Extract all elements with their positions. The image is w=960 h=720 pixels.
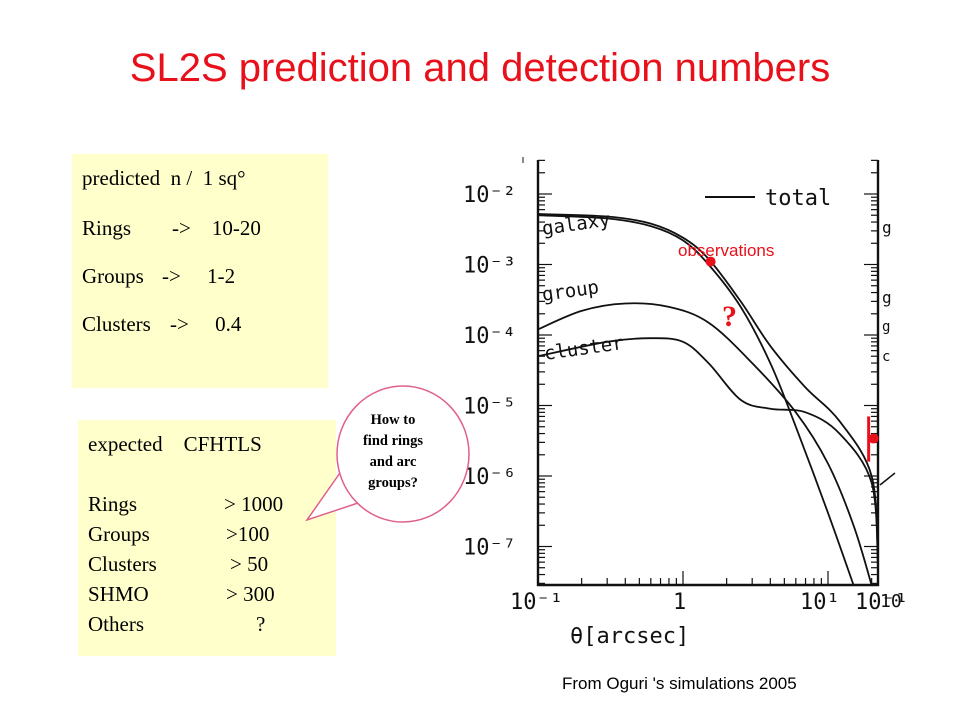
row-label: Clusters	[82, 312, 151, 336]
y-tick-label: 10⁻⁵	[463, 395, 516, 420]
x-tick-label: 10⁻¹	[510, 590, 563, 615]
speech-bubble-body	[336, 385, 470, 523]
callout-text: How to find rings and arc groups?	[345, 410, 441, 494]
predicted-row-rings: Rings -> 10-20	[82, 216, 261, 241]
callout-line: groups?	[368, 475, 418, 491]
legend: total	[705, 186, 831, 211]
slide-title: SL2S prediction and detection numbers	[129, 46, 831, 90]
series-line-galaxy	[537, 214, 855, 586]
row-value: -> 10-20	[172, 216, 261, 240]
axes-frame	[536, 160, 880, 587]
y-tick-label: 10⁻²	[463, 183, 516, 208]
expected-box: expected CFHTLS Rings > 1000 Groups >100 C…	[78, 420, 336, 656]
row-value: ?	[256, 612, 266, 636]
observations-label: observations	[678, 241, 775, 260]
callout-line: and arc	[369, 454, 417, 470]
svg-text:g: g	[882, 288, 892, 307]
x-tick-label: 10⁻¹	[855, 590, 905, 615]
credit-text: From Oguri 's simulations 2005	[562, 674, 797, 693]
row-label: Clusters	[88, 552, 157, 576]
x-axis-label: θ[arcsec]	[570, 624, 689, 649]
row-label: Rings	[82, 216, 132, 240]
y-tick-label: 10⁻⁴	[463, 324, 516, 349]
speech-bubble	[305, 385, 470, 523]
observation-point	[868, 433, 879, 444]
y-tick-labels: 10⁻² 10⁻³ 10⁻⁴ 10⁻⁵ 10⁻⁶ 10⁻⁷	[463, 183, 516, 561]
row-label: Groups	[88, 522, 150, 546]
x-tick-labels: 10⁻¹ 1 10¹ 10⁻¹	[510, 590, 905, 615]
svg-text:g: g	[882, 218, 892, 237]
expected-row-others: Others?	[88, 612, 265, 637]
callout-line: How to	[370, 412, 416, 428]
row-value: >100	[226, 522, 270, 546]
svg-text:10: 10	[880, 591, 902, 612]
expected-row-shmo: SHMO > 300	[88, 582, 275, 607]
predicted-row-clusters: Clusters -> 0.4	[82, 312, 241, 337]
row-value: -> 0.4	[170, 312, 242, 336]
observations	[705, 256, 879, 462]
row-value: > 300	[226, 582, 275, 606]
legend-label: total	[765, 186, 831, 211]
svg-text:c: c	[882, 349, 890, 365]
predicted-box: predicted n / 1 sq° Rings -> 10-20 Groups…	[72, 154, 328, 388]
predicted-header: predicted n / 1 sq°	[82, 166, 246, 190]
plot-frame	[522, 157, 880, 587]
expected-row-rings: Rings > 1000	[88, 492, 283, 517]
question-mark: ?	[722, 300, 737, 333]
row-value: -> 1-2	[162, 264, 236, 288]
expected-header: expected CFHTLS	[88, 432, 262, 456]
predicted-row-groups: Groups -> 1-2	[82, 264, 235, 289]
row-value: > 1000	[224, 492, 284, 516]
observation-point	[705, 256, 716, 267]
row-label: Others	[88, 612, 144, 636]
y-tick-label: 10⁻⁶	[463, 465, 516, 490]
row-value: > 50	[230, 552, 269, 576]
row-label: Rings	[88, 492, 138, 516]
x-tick-label: 1	[673, 590, 686, 615]
curves	[537, 213, 879, 586]
series-line-cluster	[537, 337, 879, 568]
row-label: SHMO	[88, 582, 149, 606]
axis-ticks	[537, 159, 878, 585]
callout-line: find rings	[362, 433, 424, 449]
svg-text:g: g	[882, 319, 890, 335]
series-line-group	[537, 302, 873, 586]
plot-scan-backdrop	[455, 155, 905, 665]
right-edge-fragments: g g g c 10	[879, 218, 902, 612]
row-label: Groups	[82, 264, 144, 288]
lensing-probability-plot: 10⁻² 10⁻³ 10⁻⁴ 10⁻⁵ 10⁻⁶ 10⁻⁷ 10⁻¹ 1 10¹ 10⁻¹ θ[…	[455, 155, 905, 665]
series-line-total	[537, 213, 879, 563]
expected-row-groups: Groups >100	[88, 522, 269, 547]
expected-row-clusters: Clusters > 50	[88, 552, 268, 577]
y-tick-label: 10⁻³	[463, 254, 516, 279]
x-tick-label: 10¹	[800, 590, 840, 615]
y-tick-label: 10⁻⁷	[463, 536, 516, 561]
